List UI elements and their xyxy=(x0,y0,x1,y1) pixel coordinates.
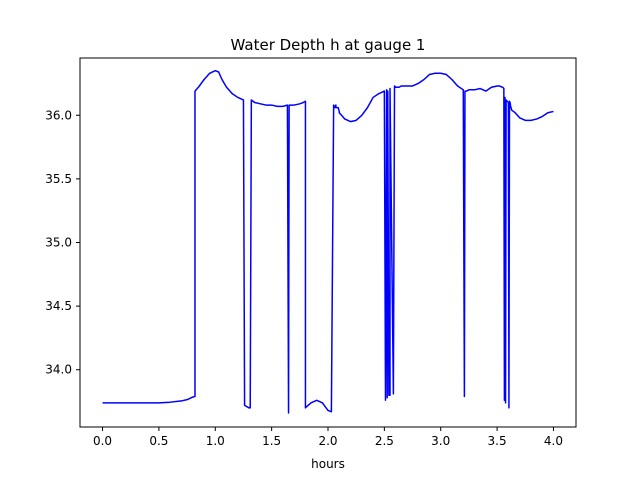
plot-frame xyxy=(79,57,577,428)
x-tick-label: 0.0 xyxy=(93,434,112,448)
x-tick-label: 2.5 xyxy=(375,434,394,448)
y-axis: 34.0 34.5 35.0 35.5 36.0 xyxy=(45,108,80,377)
y-tick-label: 34.0 xyxy=(45,363,72,377)
y-tick-label: 35.0 xyxy=(45,236,72,250)
x-axis: 0.0 0.5 1.0 1.5 2.0 2.5 3.0 3.5 4.0 xyxy=(93,427,563,448)
chart-title: Water Depth h at gauge 1 xyxy=(231,36,426,54)
y-tick-label: 36.0 xyxy=(45,108,72,122)
y-tick-label: 34.5 xyxy=(45,299,72,313)
x-tick-label: 4.0 xyxy=(544,434,563,448)
x-tick-label: 3.5 xyxy=(488,434,507,448)
x-tick-label: 2.0 xyxy=(318,434,337,448)
series-line-1 xyxy=(102,69,554,414)
x-axis-label: hours xyxy=(311,457,345,471)
x-tick-label: 1.0 xyxy=(206,434,225,448)
y-tick-label: 35.5 xyxy=(45,172,72,186)
x-tick-label: 3.0 xyxy=(431,434,450,448)
x-tick-label: 0.5 xyxy=(149,434,168,448)
x-tick-label: 1.5 xyxy=(262,434,281,448)
plot-area xyxy=(102,69,554,414)
